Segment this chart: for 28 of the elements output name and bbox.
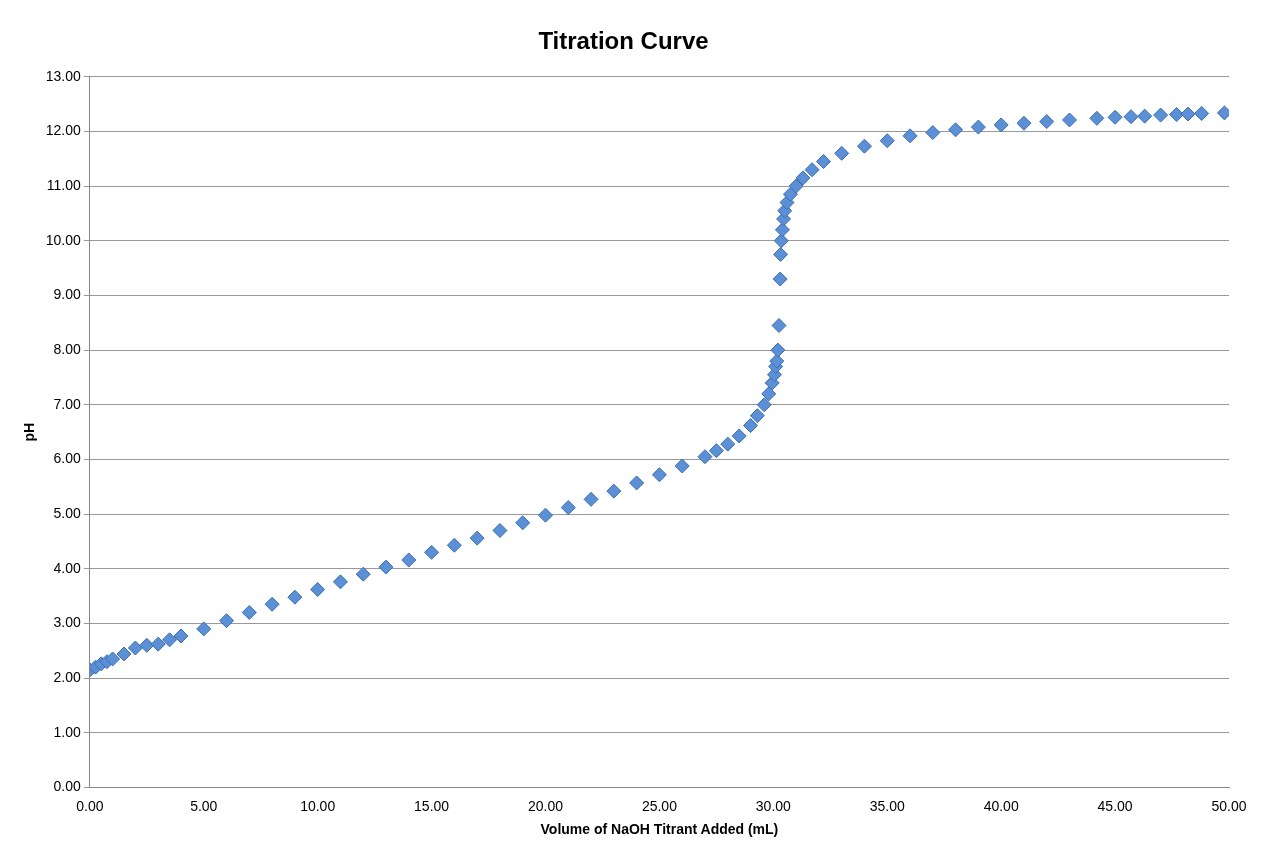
y-tick-label: 1.00	[53, 723, 82, 740]
y-tick-label: 0.00	[53, 778, 82, 795]
x-tick-label: 10.00	[300, 797, 336, 814]
chart-title: Titration Curve	[538, 27, 709, 55]
y-tick-label: 4.00	[53, 559, 82, 576]
x-tick-label: 15.00	[414, 797, 450, 814]
x-tick-label: 35.00	[869, 797, 905, 814]
y-tick-label: 13.00	[45, 67, 82, 84]
x-tick-label: 20.00	[527, 797, 564, 814]
y-tick-label: 6.00	[53, 450, 82, 467]
x-axis-title: Volume of NaOH Titrant Added (mL)	[540, 821, 779, 838]
x-tick-label: 0.00	[76, 797, 104, 814]
x-tick-label: 50.00	[1211, 797, 1247, 814]
y-tick-label: 5.00	[53, 504, 82, 521]
x-tick-label: 45.00	[1097, 797, 1133, 814]
y-tick-label: 2.00	[53, 668, 82, 685]
y-tick-label: 11.00	[46, 176, 82, 193]
x-tick-label: 40.00	[983, 797, 1019, 814]
y-tick-label: 9.00	[53, 286, 82, 303]
x-tick-label: 5.00	[190, 797, 218, 814]
y-tick-label: 8.00	[53, 340, 82, 357]
y-tick-label: 12.00	[45, 122, 82, 139]
y-tick-label: 7.00	[53, 395, 82, 412]
y-axis-title: pH	[21, 422, 38, 442]
y-tick-label: 3.00	[53, 614, 82, 631]
y-tick-label: 10.00	[45, 231, 82, 248]
x-tick-label: 25.00	[641, 797, 678, 814]
x-tick-label: 30.00	[755, 797, 792, 814]
